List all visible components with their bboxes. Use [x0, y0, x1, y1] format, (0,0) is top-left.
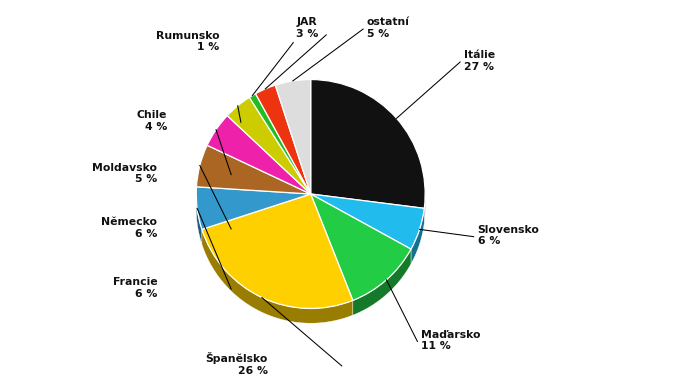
Text: Slovensko
6 %: Slovensko 6 %	[477, 225, 540, 246]
Polygon shape	[196, 193, 202, 244]
Wedge shape	[256, 85, 310, 194]
Text: ostatní
5 %: ostatní 5 %	[367, 17, 410, 39]
Text: Německo
6 %: Německo 6 %	[101, 217, 157, 239]
Text: Chile
4 %: Chile 4 %	[137, 110, 167, 132]
Text: JAR
3 %: JAR 3 %	[296, 17, 318, 39]
Wedge shape	[310, 194, 411, 300]
Polygon shape	[424, 194, 425, 223]
Text: Maďarsko
11 %: Maďarsko 11 %	[421, 329, 481, 351]
Text: Itálie
27 %: Itálie 27 %	[464, 50, 495, 72]
Text: Rumunsko
1 %: Rumunsko 1 %	[156, 31, 219, 52]
Polygon shape	[353, 249, 411, 315]
Wedge shape	[310, 194, 424, 249]
Wedge shape	[310, 80, 425, 208]
Polygon shape	[202, 229, 353, 323]
Wedge shape	[227, 97, 310, 194]
Polygon shape	[411, 208, 424, 264]
Wedge shape	[250, 94, 310, 194]
Text: Španělsko
26 %: Španělsko 26 %	[206, 352, 268, 376]
Wedge shape	[196, 145, 310, 194]
Wedge shape	[202, 194, 353, 308]
Text: Moldavsko
5 %: Moldavsko 5 %	[92, 163, 157, 184]
Wedge shape	[196, 187, 310, 229]
Wedge shape	[207, 116, 310, 194]
Text: Francie
6 %: Francie 6 %	[113, 277, 157, 299]
Wedge shape	[275, 80, 310, 194]
